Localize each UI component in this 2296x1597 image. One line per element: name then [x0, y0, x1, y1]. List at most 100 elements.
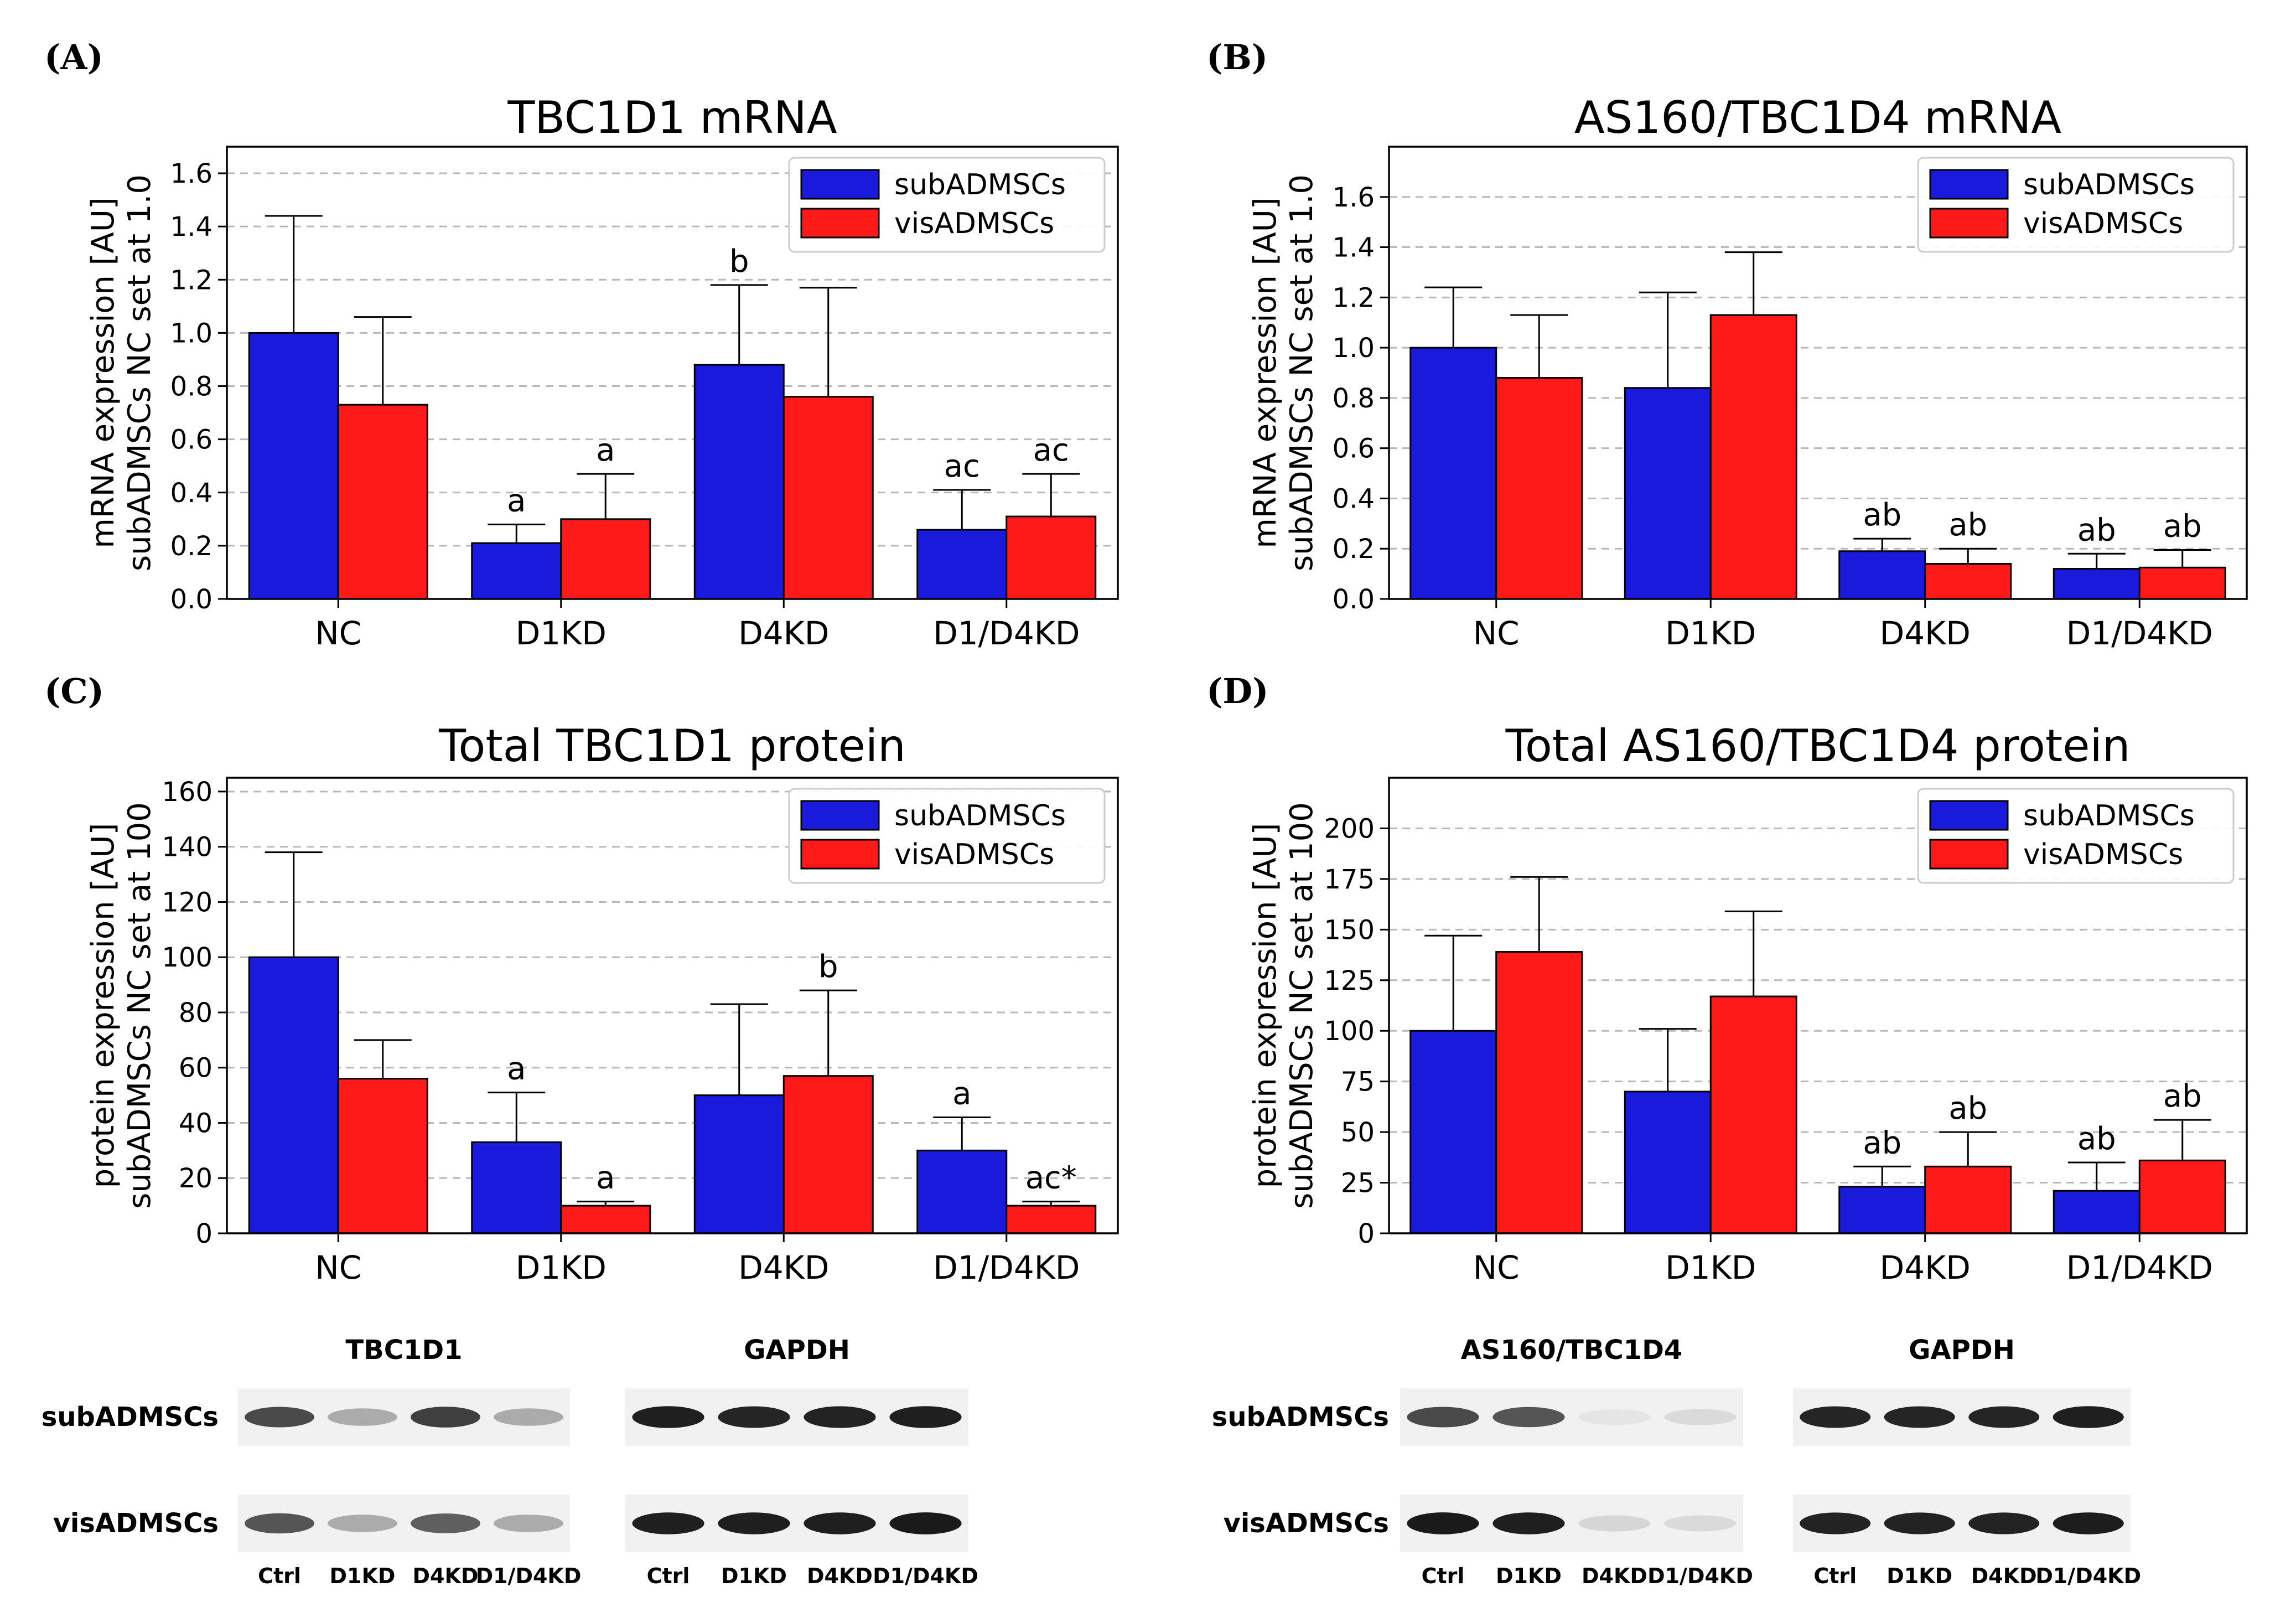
y-axis-label: subADMSCs NC set at 1.0: [122, 174, 158, 571]
plot-frame: [226, 146, 1119, 600]
significance-label: ab: [1863, 1125, 1901, 1161]
y-tick-label: 0.4: [170, 478, 213, 509]
legend: subADMSCs visADMSCs: [1917, 157, 2235, 253]
panel-tag-d: (D): [1206, 671, 1268, 711]
significance-label: ab: [2077, 1121, 2116, 1157]
chart-as160-tbc1d4-mrna: AS160/TBC1D4 mRNA 0.0 0.2 0.4 0.6 0.8 1.0 1.2 1.…: [1247, 92, 2248, 652]
blot-band: [411, 1513, 480, 1533]
y-axis-label: mRNA expression [AU]: [1247, 197, 1283, 548]
bar-visadmscs-nc: [337, 1078, 428, 1234]
x-tick-label: D4KD: [1880, 1249, 1971, 1286]
y-tick-label: 0.6: [170, 425, 213, 456]
significance-label: ac: [944, 448, 980, 484]
legend-label: visADMSCs: [894, 207, 1054, 240]
legend-label: subADMSCs: [2023, 168, 2195, 201]
bar-subadmscs-nc: [248, 332, 339, 600]
blot-lane-label: D1/D4KD: [873, 1564, 978, 1588]
significance-label: a: [952, 1076, 971, 1112]
bar-visadmscs-d4kd: [782, 396, 874, 600]
significance-label: ab: [1863, 497, 1901, 533]
blot-row-label: subADMSCs: [42, 1402, 219, 1433]
bar-visadmscs-d1kd: [1709, 995, 1797, 1234]
bar-visadmscs-d1kd: [560, 518, 651, 600]
bar-visadmscs-d4kd: [1924, 1165, 2012, 1234]
blot-lane-label: D4KD: [413, 1564, 479, 1588]
bar-subadmscs-d4kd: [693, 364, 785, 600]
blot-band: [1492, 1407, 1565, 1428]
x-tick-label: D1KD: [1665, 1249, 1756, 1286]
blot-band: [889, 1406, 962, 1428]
panel-tag-c: (C): [44, 671, 104, 711]
y-axis-label: protein expression [AU]: [85, 823, 121, 1188]
significance-label: ab: [2163, 508, 2202, 544]
legend-swatch-subadmscs: [1929, 800, 2009, 831]
y-tick-label: 1.0: [1333, 333, 1375, 364]
chart-tbc1d1-mrna: TBC1D1 mRNA 0.0 0.2 0.4 0.6 0.8 1.0 1.2 1.4 1.6 mR…: [85, 92, 1119, 652]
y-tick-label: 160: [162, 777, 213, 808]
y-tick-label: 1.4: [1333, 232, 1375, 263]
x-tick-label: D4KD: [738, 614, 829, 652]
blot-lane-label: D1KD: [721, 1564, 787, 1588]
blot-band: [1884, 1406, 1955, 1428]
blot-lane-label: Ctrl: [1422, 1564, 1465, 1588]
bar-subadmscs-nc: [1409, 1030, 1497, 1234]
significance-label: b: [729, 244, 749, 280]
blot-band: [718, 1406, 790, 1428]
blot-band: [1407, 1512, 1479, 1534]
blot-band: [2053, 1512, 2124, 1534]
y-tick-label: 175: [1324, 864, 1375, 895]
y-tick-label: 0.2: [1333, 534, 1375, 565]
y-tick-label: 75: [1341, 1067, 1375, 1098]
significance-label: a: [507, 483, 526, 519]
chart-title: Total AS160/TBC1D4 protein: [1505, 720, 2131, 772]
y-tick-label: 0.8: [170, 371, 213, 402]
legend-swatch-subadmscs: [1929, 169, 2009, 200]
x-tick-label: D1/D4KD: [933, 1249, 1080, 1286]
bar-subadmscs-d4kd: [693, 1094, 785, 1234]
x-tick-label: D1/D4KD: [2066, 614, 2213, 652]
y-tick-label: 120: [162, 887, 213, 918]
legend-swatch-subadmscs: [800, 800, 880, 831]
bar-visadmscs-d4kd: [1924, 562, 2012, 600]
y-tick-label: 150: [1324, 914, 1375, 945]
blot-band: [2053, 1406, 2124, 1428]
significance-label: ac: [1033, 432, 1069, 468]
bar-visadmscs-d4kd: [782, 1075, 874, 1234]
y-axis-label: subADMSCs NC set at 100: [122, 802, 158, 1209]
bar-visadmscs-nc: [1495, 951, 1583, 1234]
blot-band: [328, 1515, 397, 1532]
blot-lane-label: Ctrl: [1813, 1564, 1857, 1588]
legend-label: subADMSCs: [894, 799, 1066, 833]
x-tick-label: NC: [315, 1249, 361, 1286]
panel-tag-a: (A): [44, 37, 103, 77]
blot-band: [1578, 1409, 1651, 1425]
bar-visadmscs-nc: [337, 404, 428, 600]
y-tick-label: 25: [1341, 1168, 1375, 1199]
blot-lane-label: Ctrl: [258, 1564, 301, 1588]
legend-swatch-visadmscs: [1929, 839, 2009, 870]
significance-label: ac*: [1025, 1160, 1077, 1196]
bar-subadmscs-d1kd: [471, 542, 562, 600]
chart-title: TBC1D1 mRNA: [507, 92, 837, 143]
y-tick-label: 1.0: [170, 318, 213, 349]
blot-band: [1664, 1409, 1737, 1425]
bar-subadmscs-d1-d4kd: [2053, 568, 2140, 600]
y-axis-label: subADMSCs NC set at 100: [1284, 802, 1320, 1209]
blot-band: [718, 1512, 790, 1534]
blot-band: [1884, 1512, 1955, 1534]
bar-subadmscs-d1kd: [471, 1141, 562, 1234]
y-tick-label: 0: [1357, 1218, 1375, 1249]
y-tick-label: 80: [179, 998, 213, 1029]
blot-band: [1800, 1406, 1871, 1428]
significance-label: ab: [1948, 507, 1987, 543]
blot-lane-label: Ctrl: [647, 1564, 690, 1588]
chart-total-as160-tbc1d4-protein: Total AS160/TBC1D4 protein 0 25 50 75 100 125 1…: [1247, 720, 2248, 1286]
y-tick-label: 125: [1324, 965, 1375, 996]
x-tick-label: D1KD: [516, 614, 607, 652]
bar-visadmscs-d1kd: [560, 1205, 651, 1234]
blot-lane-label: D1/D4KD: [476, 1564, 582, 1588]
y-tick-label: 1.2: [1333, 282, 1375, 313]
blot-lane-label: D1KD: [1496, 1564, 1562, 1588]
y-tick-label: 140: [162, 832, 213, 863]
